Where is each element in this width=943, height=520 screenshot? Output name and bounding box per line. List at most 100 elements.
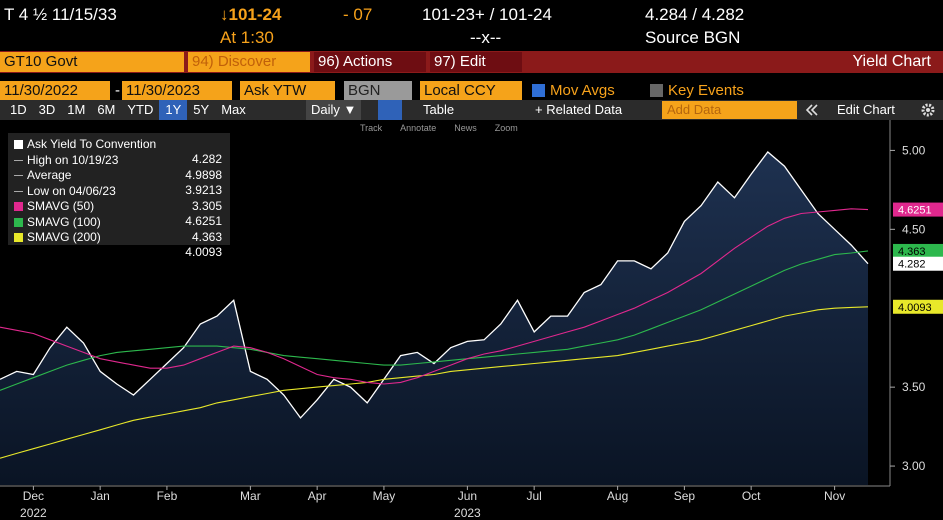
- legend-label: Low on 04/06/23: [27, 183, 116, 198]
- x-tick-label: Dec: [23, 489, 44, 503]
- mov-avgs[interactable]: Mov Avgs: [550, 82, 615, 99]
- source-box[interactable]: BGN: [344, 81, 412, 101]
- chart-tool[interactable]: News: [454, 123, 477, 133]
- legend-value: 4.9898: [185, 167, 222, 182]
- x-tick-label: Jun: [458, 489, 477, 503]
- end-date[interactable]: 11/30/2023: [122, 81, 232, 101]
- legend-row: High on 10/19/23 4.9898: [14, 152, 226, 182]
- menu-item[interactable]: 96) Actions: [314, 52, 426, 72]
- gear[interactable]: [920, 102, 936, 118]
- key-events[interactable]: Key Events: [668, 82, 744, 99]
- ticker[interactable]: GT10 Govt: [0, 52, 184, 72]
- legend-icon: [14, 159, 23, 161]
- series-line: [0, 208, 869, 385]
- legend-value: 3.9213: [185, 183, 222, 197]
- currency[interactable]: Local CCY: [420, 81, 522, 101]
- chart-tool[interactable]: Zoom: [494, 123, 518, 133]
- legend-swatch: [14, 202, 23, 211]
- x-tick-label: Oct: [742, 489, 761, 503]
- period-button[interactable]: YTD: [127, 102, 154, 117]
- series-line: [0, 151, 869, 419]
- x-tick-label: Mar: [240, 489, 261, 503]
- legend-row: Average 3.9213: [14, 168, 226, 197]
- value-flag-label: 4.0093: [898, 302, 932, 314]
- series-line: [0, 250, 869, 391]
- legend-value: 3.305: [191, 198, 222, 213]
- x-tick-label: Nov: [824, 489, 845, 503]
- period-button[interactable]: 6M: [97, 102, 116, 117]
- legend-label: Ask Yield To Convention: [27, 137, 157, 151]
- bid-ask: 101-23+ / 101-24: [422, 5, 552, 24]
- frequency[interactable]: Daily ▼: [306, 100, 362, 120]
- period-button[interactable]: 1M: [67, 102, 86, 117]
- legend-row: SMAVG (200) 4.0093: [14, 230, 226, 259]
- legend-value: 4.0093: [185, 245, 222, 259]
- value-flag-label: 4.6251: [898, 205, 932, 217]
- chart-tools: Track Annotate News Zoom: [360, 123, 536, 133]
- period-button[interactable]: 3D: [38, 102, 56, 117]
- yields: 4.284 / 4.282: [645, 5, 745, 24]
- checkbox[interactable]: [650, 84, 663, 97]
- chart-tool[interactable]: Track: [360, 123, 383, 133]
- value-flag: [893, 202, 943, 217]
- table-button[interactable]: Table: [423, 102, 455, 117]
- value-flag: [893, 256, 943, 271]
- legend-swatch: [14, 140, 23, 149]
- menu-item[interactable]: 94) Discover: [188, 52, 310, 72]
- related-data[interactable]: + Related Data: [535, 102, 623, 117]
- area: [0, 152, 868, 485]
- collapse-icon[interactable]: [805, 104, 819, 116]
- x-tick-label: Aug: [607, 489, 628, 503]
- start-date[interactable]: 11/30/2022: [0, 81, 110, 101]
- add-data[interactable]: Add Data: [662, 101, 797, 119]
- edit-chart[interactable]: Edit Chart: [837, 102, 895, 117]
- value-flag: [893, 299, 943, 314]
- legend-value: 4.6251: [185, 214, 222, 228]
- series-line: [0, 306, 869, 459]
- value-flag-label: 4.363: [898, 246, 926, 258]
- range-separator: -: [115, 82, 120, 99]
- legend-swatch: [14, 217, 23, 227]
- x-tick-label: Jan: [90, 489, 109, 503]
- x-group-label: 2022: [20, 506, 47, 520]
- legend-icon: [14, 175, 23, 176]
- x-tick-label: Jul: [526, 489, 541, 503]
- legend-swatch: [14, 233, 23, 242]
- legend-row: Ask Yield To Convention 4.282: [14, 137, 226, 166]
- value-flag-label: 4.282: [898, 259, 926, 271]
- legend-value: 4.282: [191, 152, 222, 166]
- legend-label: High on 10/19/23: [27, 152, 119, 167]
- y-tick-label: 3.00: [902, 459, 926, 473]
- time: At 1:30: [220, 28, 274, 47]
- period-button[interactable]: 1Y: [159, 100, 188, 120]
- period-button[interactable]: Max: [221, 102, 246, 117]
- menu-item[interactable]: 97) Edit: [430, 52, 522, 72]
- field[interactable]: Ask YTW: [240, 81, 335, 101]
- period-buttons: 1D 3D 1M 6M YTD 1Y 5Y Max: [4, 100, 252, 120]
- chart-tool[interactable]: Annotate: [400, 123, 437, 133]
- checkbox[interactable]: [532, 84, 545, 97]
- period-button[interactable]: 1D: [10, 102, 27, 117]
- legend-label: SMAVG (100): [27, 214, 101, 229]
- legend-value: 4.363: [191, 229, 222, 244]
- x-tick-label: Feb: [157, 489, 178, 503]
- legend-row: SMAVG (50) 4.6251: [14, 199, 226, 228]
- legend-row: Low on 04/06/23 3.305: [14, 183, 226, 213]
- change: - 07: [343, 5, 373, 24]
- value-flag: [893, 243, 943, 258]
- legend-label: SMAVG (200): [27, 230, 101, 244]
- chart-icon[interactable]: [378, 100, 402, 120]
- page-title: Yield Chart: [852, 53, 931, 70]
- y-tick-label: 3.50: [902, 380, 926, 394]
- legend-label: SMAVG (50): [27, 199, 95, 213]
- y-tick-label: 4.50: [902, 222, 926, 236]
- x-tick-label: Sep: [674, 489, 696, 503]
- price: ↓101-24: [220, 5, 282, 24]
- security: T 4 ½ 11/15/33: [4, 5, 117, 24]
- period-button[interactable]: 5Y: [193, 102, 210, 117]
- legend-label: Average: [27, 168, 72, 182]
- legend-icon: [14, 190, 23, 192]
- source: Source BGN: [645, 28, 741, 47]
- y-tick-label: 5.00: [902, 143, 926, 157]
